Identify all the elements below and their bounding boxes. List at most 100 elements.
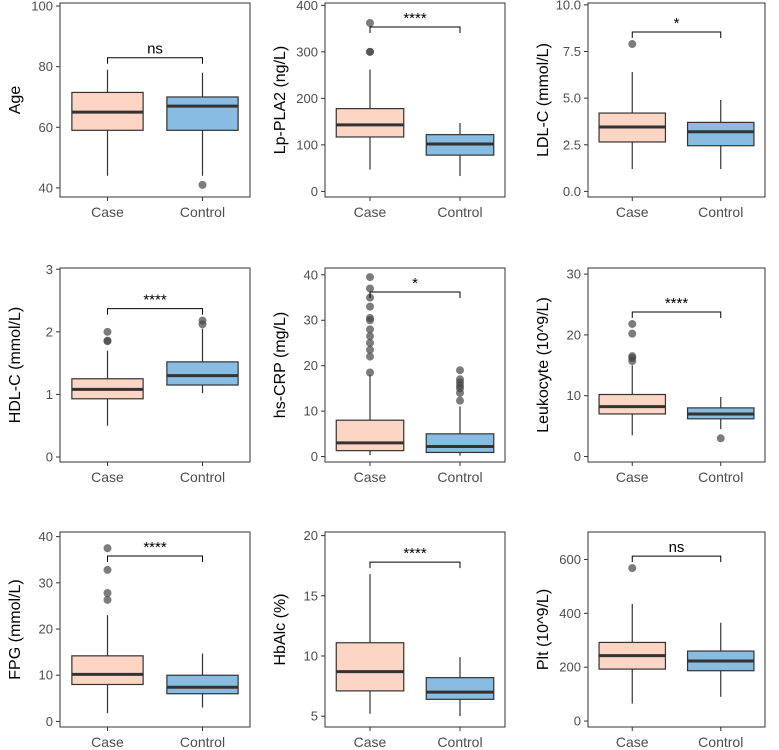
x-tick-label-control: Control <box>437 734 482 750</box>
case-outlier <box>628 352 637 361</box>
y-tick-label: 20 <box>567 327 581 342</box>
y-tick-label: 30 <box>304 313 318 328</box>
x-tick-label-case: Case <box>354 734 387 750</box>
case-outlier <box>103 588 112 597</box>
significance-label: **** <box>403 545 427 562</box>
significance-label: **** <box>665 295 689 312</box>
y-tick-label: 0 <box>574 714 581 729</box>
case-outlier <box>366 273 374 282</box>
y-tick-label: 10 <box>304 404 318 419</box>
y-tick-label: 1 <box>46 387 53 402</box>
y-tick-label: 0 <box>311 184 318 199</box>
significance-bracket <box>369 26 461 33</box>
panel-age: 40 60 80 100 Age Case Control ns <box>7 0 251 220</box>
case-outlier <box>366 352 374 361</box>
x-tick-label-control: Control <box>437 204 482 220</box>
case-outlier <box>628 329 637 338</box>
significance-label: **** <box>143 539 167 556</box>
control-outlier <box>456 366 464 375</box>
y-tick-label: 15 <box>304 588 318 603</box>
y-axis-title: FPG (mmol/L) <box>7 579 24 679</box>
x-tick-label-control: Control <box>698 469 743 485</box>
significance-bracket <box>107 555 203 562</box>
control-box <box>166 674 239 695</box>
case-outlier <box>628 319 637 328</box>
control-box <box>425 677 495 700</box>
y-tick-label: 600 <box>559 552 581 567</box>
x-tick-label-control: Control <box>180 734 225 750</box>
control-box <box>166 361 239 386</box>
y-tick-label: 10 <box>39 668 53 683</box>
case-outlier <box>366 332 374 341</box>
case-box <box>335 108 405 138</box>
y-axis-title: LDL-C (mmol/L) <box>535 43 552 157</box>
case-outlier <box>366 338 374 347</box>
y-axis-title: HbAlc (%) <box>272 593 289 665</box>
panel-fpg-mmol-l: 0 10 20 30 40 FPG (mmol/L) Case Control **** <box>7 529 251 750</box>
control-outlier <box>198 316 207 325</box>
panel-plt-10-9-l-border <box>587 531 766 728</box>
x-tick-label-control: Control <box>180 469 225 485</box>
x-tick-label-case: Case <box>616 204 649 220</box>
panel-hdl-c-mmol-l: 0 1 2 3 HDL-C (mmol/L) Case Control **** <box>7 262 251 485</box>
y-tick-label: 400 <box>559 606 581 621</box>
y-tick-label: 300 <box>296 44 318 59</box>
x-tick-label-control: Control <box>180 204 225 220</box>
y-tick-label: 400 <box>296 0 318 13</box>
significance-bracket <box>631 311 722 318</box>
panel-plt-10-9-l: 0 200 400 600 Plt (10^9/L) Case Control ns <box>535 531 766 750</box>
case-outlier <box>103 595 112 604</box>
significance-bracket <box>107 57 203 64</box>
case-outlier <box>103 544 112 553</box>
y-tick-label: 10 <box>567 388 581 403</box>
y-axis-title: HDL-C (mmol/L) <box>7 307 24 423</box>
case-box <box>335 642 405 692</box>
y-tick-label: 5 <box>311 709 318 724</box>
y-axis-title: hs-CRP (mg/L) <box>272 312 289 418</box>
case-outlier <box>366 345 374 354</box>
case-outlier <box>103 336 112 345</box>
x-tick-label-case: Case <box>91 734 124 750</box>
y-tick-label: 20 <box>39 622 53 637</box>
x-tick-label-case: Case <box>91 469 124 485</box>
significance-label: **** <box>403 10 427 27</box>
significance-label: ns <box>669 539 685 556</box>
panel-hbalc: 5 10 15 20 HbAlc (%) Case Control **** <box>272 528 506 750</box>
case-box <box>335 419 405 452</box>
x-tick-label-control: Control <box>698 734 743 750</box>
significance-label: ns <box>147 41 163 58</box>
y-tick-label: 2.5 <box>563 137 581 152</box>
y-tick-label: 3 <box>46 262 53 277</box>
x-tick-label-case: Case <box>616 469 649 485</box>
x-tick-label-case: Case <box>354 204 387 220</box>
y-tick-label: 0 <box>574 449 581 464</box>
x-tick-label-case: Case <box>91 204 124 220</box>
panel-leukocyte-10-9-l-border <box>587 267 766 463</box>
y-tick-label: 40 <box>39 180 53 195</box>
panel-lp-pla2-ng-l-border <box>324 2 506 198</box>
significance-bracket <box>369 561 461 569</box>
y-tick-label: 200 <box>296 91 318 106</box>
case-outlier <box>628 40 637 49</box>
y-tick-label: 0 <box>46 449 53 464</box>
case-outlier <box>366 19 374 28</box>
significance-bracket <box>631 31 722 39</box>
panel-lp-pla2-ng-l: 0 100 200 300 400 Lp-PLA2 (ng/L) Case Control **… <box>272 0 506 220</box>
panel-leukocyte-10-9-l: 0 10 20 30 Leukocyte (10^9/L) Case Control **** <box>535 267 766 485</box>
control-outlier <box>456 396 464 405</box>
y-tick-label: 10.0 <box>556 0 581 12</box>
significance-label: * <box>674 15 680 32</box>
y-tick-label: 0 <box>311 449 318 464</box>
y-tick-label: 30 <box>567 267 581 282</box>
panel-hs-crp-mg-l: 0 10 20 30 40 hs-CRP (mg/L) Case Control * <box>272 267 506 485</box>
control-outlier <box>198 180 207 189</box>
control-box <box>686 121 755 147</box>
case-outlier <box>366 284 374 293</box>
case-outlier <box>366 302 374 311</box>
control-box <box>425 433 495 454</box>
y-tick-label: 2 <box>46 324 53 339</box>
case-box <box>598 393 667 415</box>
panel-ldl-c-mmol-l-border <box>587 2 766 198</box>
control-outlier <box>456 375 464 384</box>
